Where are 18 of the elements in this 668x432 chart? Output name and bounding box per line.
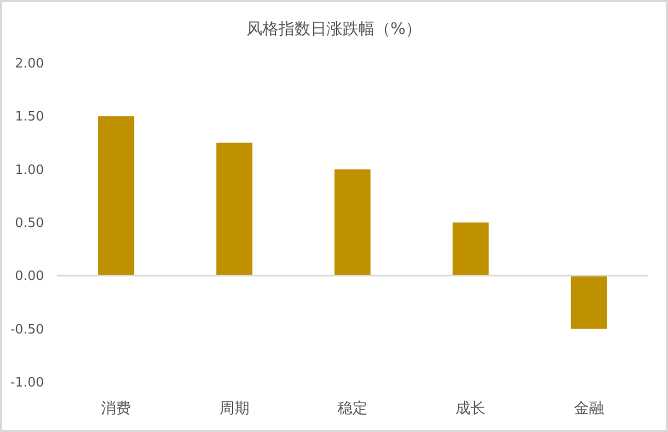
bar xyxy=(216,142,252,276)
x-tick-label: 金融 xyxy=(574,399,604,417)
x-tick-label: 消费 xyxy=(101,399,132,417)
y-tick-label: 1.50 xyxy=(15,110,44,125)
y-tick-label: 1.00 xyxy=(15,162,44,178)
x-tick-label: 成长 xyxy=(456,399,486,417)
bar xyxy=(452,222,489,276)
x-tick-label: 稳定 xyxy=(338,399,368,417)
chart-title: 风格指数日涨跌幅（%） xyxy=(246,19,422,38)
x-tick-label: 周期 xyxy=(219,399,250,417)
y-tick-label: -0.50 xyxy=(10,322,44,338)
y-tick-label: 0.50 xyxy=(15,216,44,232)
y-tick-label: 2.00 xyxy=(15,56,44,72)
bar xyxy=(570,276,607,329)
y-tick-label: 0.00 xyxy=(15,269,44,284)
bar xyxy=(334,169,371,276)
bar xyxy=(98,116,134,276)
y-tick-label: -1.00 xyxy=(10,376,44,391)
